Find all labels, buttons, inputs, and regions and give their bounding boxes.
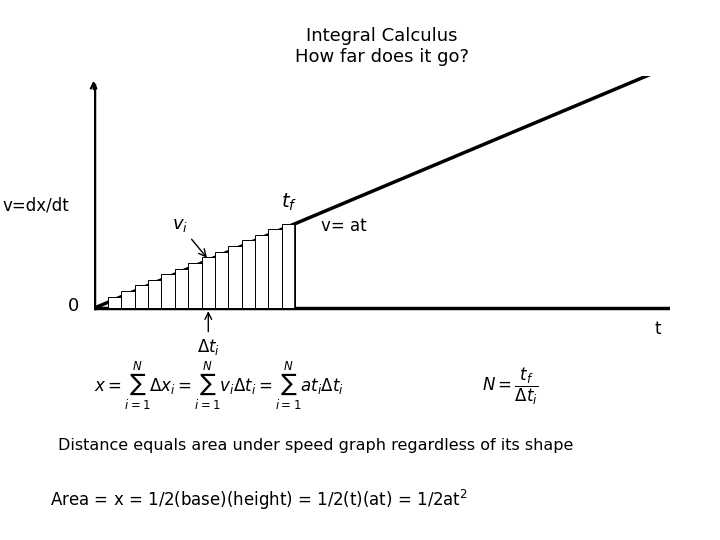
Bar bbox=[108, 296, 122, 308]
Bar bbox=[242, 240, 255, 308]
Text: v=dx/dt: v=dx/dt bbox=[3, 197, 69, 215]
Bar bbox=[161, 274, 175, 308]
Title: Integral Calculus
How far does it go?: Integral Calculus How far does it go? bbox=[294, 27, 469, 66]
Bar bbox=[175, 268, 188, 308]
Text: Distance equals area under speed graph regardless of its shape: Distance equals area under speed graph r… bbox=[58, 438, 573, 453]
Bar bbox=[255, 235, 269, 308]
Bar bbox=[228, 246, 242, 308]
Text: $t_f$: $t_f$ bbox=[282, 192, 297, 213]
Bar bbox=[148, 280, 161, 308]
Text: Area = x = 1/2(base)(height) = 1/2(t)(at) = 1/2at$^2$: Area = x = 1/2(base)(height) = 1/2(t)(at… bbox=[50, 488, 468, 511]
Bar bbox=[122, 291, 135, 308]
Bar bbox=[269, 230, 282, 308]
Bar bbox=[188, 263, 202, 308]
Text: t: t bbox=[654, 320, 662, 338]
Bar bbox=[135, 286, 148, 308]
Text: 0: 0 bbox=[68, 297, 79, 315]
Text: $v_i$: $v_i$ bbox=[172, 217, 206, 256]
Bar bbox=[202, 258, 215, 308]
Text: v= at: v= at bbox=[321, 217, 366, 235]
Text: $N = \dfrac{t_f}{\Delta t_i}$: $N = \dfrac{t_f}{\Delta t_i}$ bbox=[482, 366, 539, 407]
Text: $x = \sum_{i=1}^{N} \Delta x_i = \sum_{i=1}^{N} v_i \Delta t_i = \sum_{i=1}^{N} : $x = \sum_{i=1}^{N} \Delta x_i = \sum_{i… bbox=[94, 360, 343, 412]
Bar bbox=[215, 252, 228, 308]
Bar bbox=[282, 224, 295, 308]
Text: $\Delta t_i$: $\Delta t_i$ bbox=[197, 313, 220, 357]
